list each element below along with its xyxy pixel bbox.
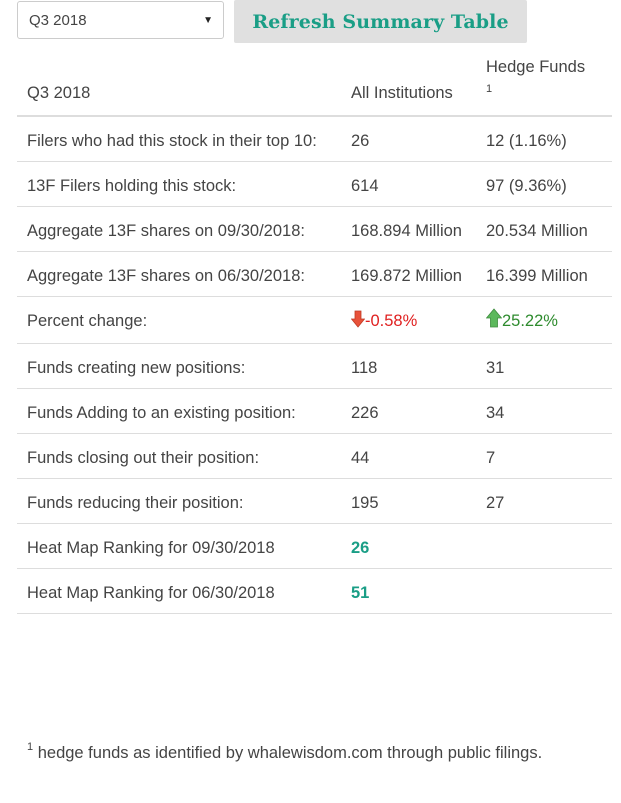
row-label: Aggregate 13F shares on 06/30/2018:: [17, 251, 341, 297]
hedge-funds-value: 34: [476, 388, 612, 434]
heat-map-ranking-link[interactable]: 51: [341, 568, 476, 614]
footnote-marker: 1: [27, 741, 34, 753]
table-header-row: Q3 2018 All Institutions Hedge Funds 1: [17, 50, 612, 117]
empty-cell: [476, 523, 612, 569]
all-institutions-value: 195: [341, 478, 476, 524]
all-institutions-value: 26: [341, 116, 476, 162]
all-institutions-value: 614: [341, 161, 476, 207]
all-institutions-value: 169.872 Million: [341, 251, 476, 297]
header-hedge-funds: Hedge Funds 1: [476, 50, 612, 117]
row-label: Filers who had this stock in their top 1…: [17, 116, 341, 162]
heat-map-ranking-link[interactable]: 26: [341, 523, 476, 569]
table-row: 13F Filers holding this stock: 614 97 (9…: [17, 161, 612, 207]
row-label: Heat Map Ranking for 09/30/2018: [17, 523, 341, 569]
all-institutions-value: 118: [341, 343, 476, 389]
hedge-funds-value: 16.399 Million: [476, 251, 612, 297]
table-row: Filers who had this stock in their top 1…: [17, 116, 612, 162]
hedge-funds-value: 27: [476, 478, 612, 524]
table-row: Aggregate 13F shares on 06/30/2018: 169.…: [17, 251, 612, 297]
all-institutions-value: 226: [341, 388, 476, 434]
hedge-funds-value: 12 (1.16%): [476, 116, 612, 162]
hedge-funds-change: 25.22%: [476, 296, 612, 344]
arrow-down-icon: [350, 310, 366, 336]
table-row: Aggregate 13F shares on 09/30/2018: 168.…: [17, 206, 612, 252]
table-row: Percent change: -0.58% 25.22%: [17, 296, 612, 344]
hedge-funds-value: 20.534 Million: [476, 206, 612, 252]
toolbar: Q3 2018 ▼ Refresh Summary Table: [17, 0, 617, 44]
row-label: Funds closing out their position:: [17, 433, 341, 479]
header-all-institutions: All Institutions: [341, 50, 476, 117]
row-label: Funds reducing their position:: [17, 478, 341, 524]
footnote-text: hedge funds as identified by whalewisdom…: [37, 744, 543, 762]
all-institutions-value: 168.894 Million: [341, 206, 476, 252]
table-row: Funds reducing their position: 195 27: [17, 478, 612, 524]
header-period: Q3 2018: [17, 50, 341, 117]
table-row: Heat Map Ranking for 09/30/2018 26: [17, 523, 612, 569]
row-label: Heat Map Ranking for 06/30/2018: [17, 568, 341, 614]
hedge-funds-value: 31: [476, 343, 612, 389]
row-label: Funds Adding to an existing position:: [17, 388, 341, 434]
arrow-up-icon: [485, 308, 503, 336]
hedge-funds-value: 97 (9.36%): [476, 161, 612, 207]
footnote: 1 hedge funds as identified by whalewisd…: [27, 740, 607, 766]
row-label: Funds creating new positions:: [17, 343, 341, 389]
hedge-funds-footnote-marker: 1: [486, 83, 493, 95]
row-label: Percent change:: [17, 296, 341, 344]
summary-table: Q3 2018 All Institutions Hedge Funds 1 F…: [17, 50, 612, 614]
empty-cell: [476, 568, 612, 614]
chevron-down-icon: ▼: [203, 15, 213, 26]
table-row: Funds Adding to an existing position: 22…: [17, 388, 612, 434]
all-institutions-value: 44: [341, 433, 476, 479]
table-row: Funds creating new positions: 118 31: [17, 343, 612, 389]
all-institutions-change: -0.58%: [341, 296, 476, 344]
refresh-summary-button[interactable]: Refresh Summary Table: [234, 0, 527, 43]
hedge-funds-value: 7: [476, 433, 612, 479]
quarter-select-value: Q3 2018: [29, 11, 87, 29]
table-row: Heat Map Ranking for 06/30/2018 51: [17, 568, 612, 614]
quarter-select[interactable]: Q3 2018 ▼: [17, 1, 224, 39]
row-label: 13F Filers holding this stock:: [17, 161, 341, 207]
table-row: Funds closing out their position: 44 7: [17, 433, 612, 479]
row-label: Aggregate 13F shares on 09/30/2018:: [17, 206, 341, 252]
